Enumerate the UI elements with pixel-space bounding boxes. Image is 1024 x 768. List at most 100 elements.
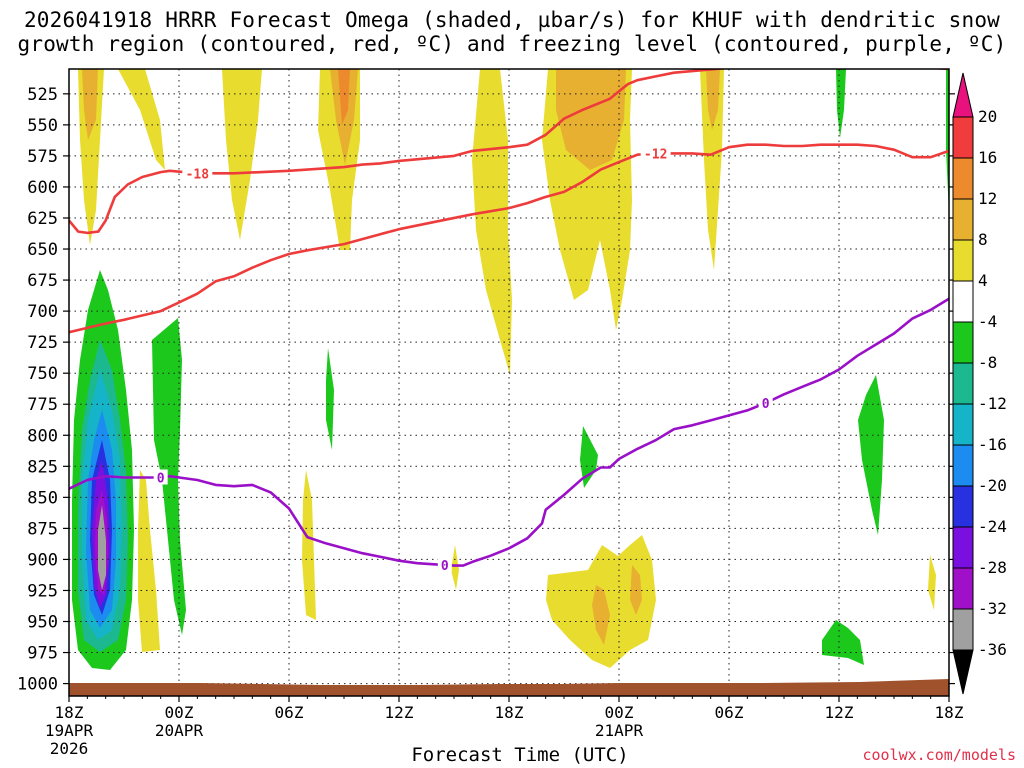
contour-label-layer: -18 -12 0 0 0 (153, 145, 773, 574)
x-tick-label: 06Z (715, 703, 744, 722)
y-tick-label: 575 (27, 147, 58, 167)
y-tick-label: 725 (27, 333, 58, 353)
x-tick-label: 18Z (55, 703, 84, 722)
colorbar-tick-label: 12 (978, 189, 997, 208)
y-tick-label: 650 (27, 240, 58, 260)
x-tick-label: 2026 (50, 739, 89, 758)
colorbar-tick-label: -32 (978, 599, 1007, 618)
colorbar-swatch (952, 444, 974, 487)
y-tick-label: 800 (27, 426, 58, 446)
contour-label: 0 (157, 471, 165, 486)
colorbar-bottom-arrow (952, 649, 974, 695)
colorbar-swatch (952, 526, 974, 569)
contour-label-bg (640, 145, 671, 161)
x-tick-label: 18Z (495, 703, 524, 722)
colorbar-tick-label: -8 (978, 353, 997, 372)
omega-positive-12-region (338, 69, 350, 125)
colorbar-swatch (952, 198, 974, 241)
x-tick-label: 00Z (165, 703, 194, 722)
omega-positive-region (118, 69, 165, 170)
contour-label: -18 (186, 167, 210, 182)
colorbar-swatch (952, 403, 974, 446)
colorbar-tick-label: -36 (978, 640, 1007, 659)
omega-negative-region (822, 620, 864, 665)
isotherm-line (69, 69, 949, 235)
omega-positive-8-region (82, 69, 98, 140)
omega-positive-region (302, 470, 316, 620)
y-tick-label: 850 (27, 488, 58, 508)
x-tick-label: 12Z (825, 703, 854, 722)
chart-title-line-2: growth region (contoured, red, ºC) and f… (17, 32, 1007, 56)
y-tick-label: 625 (27, 209, 58, 229)
y-tick-label: 825 (27, 457, 58, 477)
colorbar-swatch (952, 362, 974, 405)
colorbar-swatch (952, 239, 974, 282)
omega-positive-region (928, 555, 936, 610)
y-tick-label: 1000 (17, 675, 58, 695)
colorbar-tick-label: -24 (978, 517, 1007, 536)
isotherm-layer (69, 69, 949, 567)
colorbar-tick-label: -20 (978, 476, 1007, 495)
x-tick-label: 19APR (45, 721, 94, 740)
isotherm-line (69, 143, 949, 334)
colorbar-tick-label: 16 (978, 148, 997, 167)
contour-label-bg (437, 557, 452, 573)
colorbar-tick-label: 4 (978, 271, 988, 290)
contour-label-bg (182, 165, 213, 181)
colorbar-tick-label: -28 (978, 558, 1007, 577)
omega-positive-8-region (592, 585, 610, 645)
omega-negative-32-region (98, 505, 106, 590)
y-axis-tick-labels: 525 550 575 600 625 650 675 700 725 750 775 800 825 8… (17, 85, 58, 695)
colorbar-tick-label: 8 (978, 230, 988, 249)
y-tick-label: 775 (27, 395, 58, 415)
omega-positive-8-region (706, 69, 720, 130)
colorbar-top-arrow (952, 72, 974, 118)
y-tick-label: 750 (27, 364, 58, 384)
colorbar-swatch (952, 567, 974, 610)
y-tick-label: 675 (27, 271, 58, 291)
colorbar-tick-labels: 20 16 12 8 4 -4 -8 -12 -16 -20 -24 -28 -32 -36 (978, 107, 1007, 659)
omega-positive-region (138, 470, 160, 652)
colorbar-tick-label: 20 (978, 107, 997, 126)
terrain-fill (69, 679, 949, 696)
omega-shading (72, 69, 949, 670)
contour-label-bg (758, 394, 773, 410)
colorbar-swatch (952, 157, 974, 200)
x-tick-label: 06Z (275, 703, 304, 722)
omega-negative-region (858, 375, 884, 535)
y-tick-label: 550 (27, 116, 58, 136)
colorbar (952, 72, 974, 695)
x-axis-label: Forecast Time (UTC) (411, 744, 629, 766)
y-tick-label: 600 (27, 178, 58, 198)
contour-label-bg (153, 469, 168, 485)
y-tick-label: 900 (27, 550, 58, 570)
y-tick-label: 975 (27, 644, 58, 664)
omega-positive-region (472, 69, 512, 375)
colorbar-swatch (952, 280, 974, 323)
x-tick-label: 00Z (605, 703, 634, 722)
colorbar-swatch (952, 321, 974, 364)
omega-positive-region (700, 69, 724, 270)
omega-positive-region (451, 545, 459, 590)
chart-title-line-1: 2026041918 HRRR Forecast Omega (shaded, … (23, 8, 1001, 32)
contour-label: 0 (762, 397, 770, 412)
omega-positive-region (222, 69, 262, 240)
credit-link[interactable]: coolwx.com/models (862, 746, 1016, 764)
x-tick-label: 20APR (155, 721, 204, 740)
colorbar-swatch (952, 608, 974, 651)
colorbar-swatch (952, 116, 974, 159)
isotherm-line (69, 297, 949, 567)
y-tick-label: 925 (27, 581, 58, 601)
y-tick-label: 525 (27, 85, 58, 105)
colorbar-tick-label: -16 (978, 435, 1007, 454)
colorbar-tick-label: -4 (978, 312, 997, 331)
contour-label: -12 (644, 147, 667, 162)
grid-lines (69, 69, 949, 696)
colorbar-tick-label: -12 (978, 394, 1007, 413)
x-tick-label: 18Z (935, 703, 964, 722)
x-tick-label: 12Z (385, 703, 414, 722)
y-tick-label: 700 (27, 302, 58, 322)
y-tick-label: 950 (27, 613, 58, 633)
